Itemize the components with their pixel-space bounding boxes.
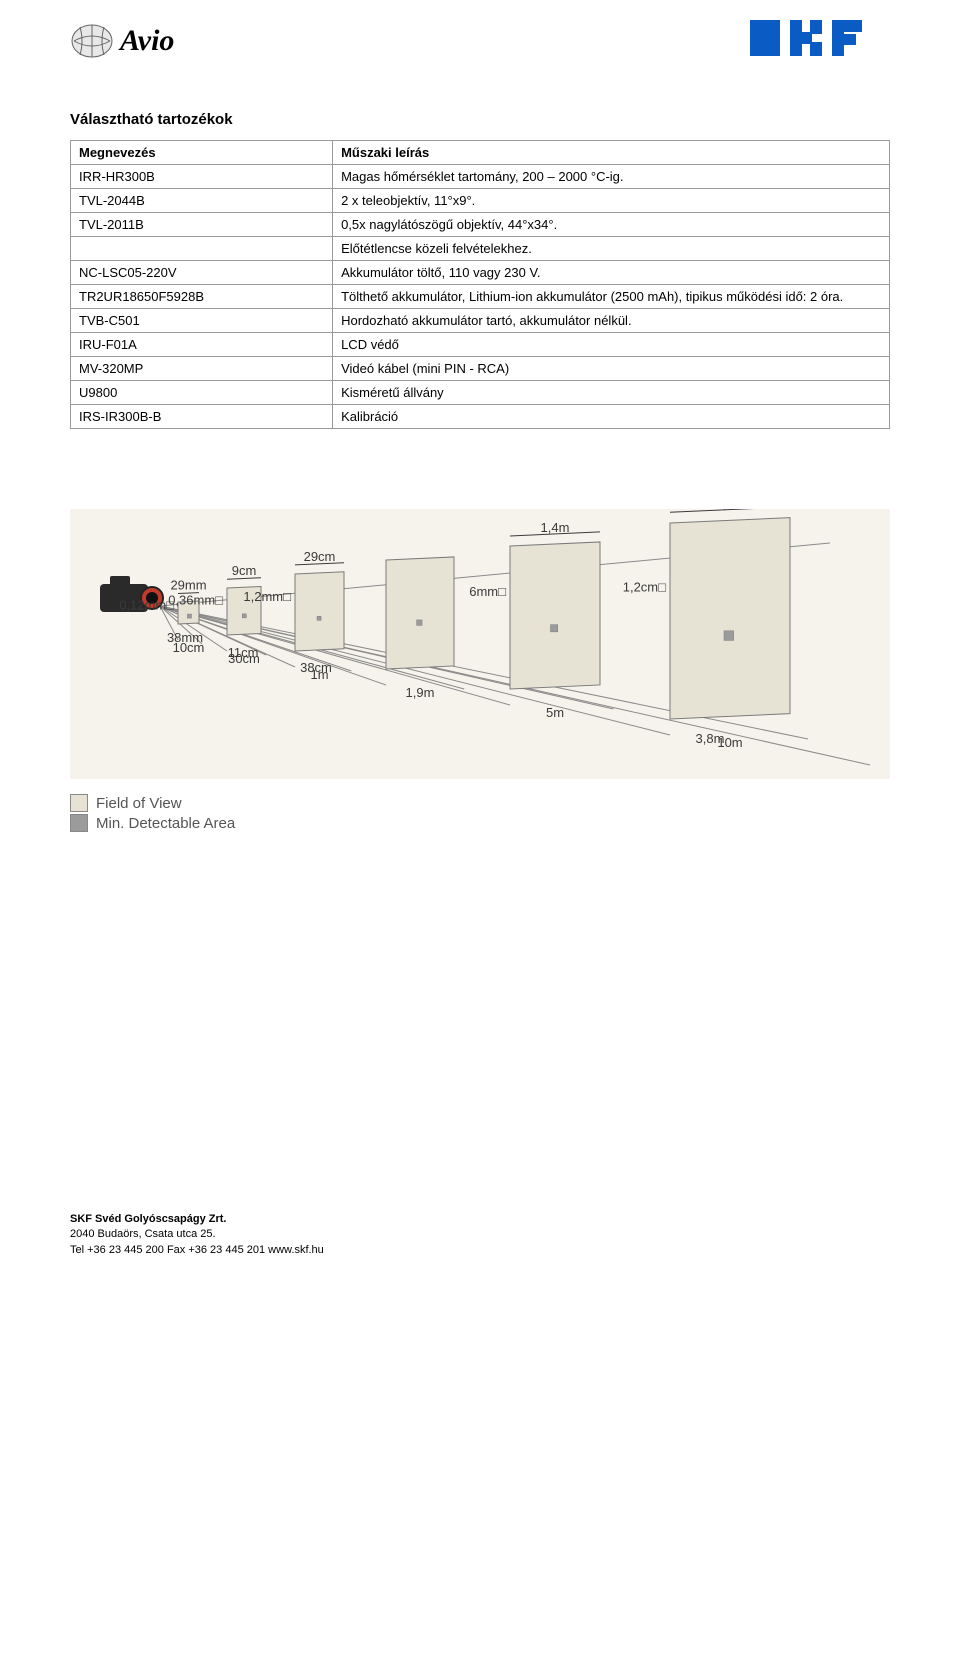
legend-item: Min. Detectable Area xyxy=(70,814,890,832)
svg-text:38cm: 38cm xyxy=(300,660,332,675)
footer-address: 2040 Budaörs, Csata utca 25. xyxy=(70,1227,890,1242)
table-cell: TVL-2011B xyxy=(71,213,333,237)
footer-contact: Tel +36 23 445 200 Fax +36 23 445 201 ww… xyxy=(70,1243,890,1258)
avio-globe-icon xyxy=(70,23,114,59)
legend-swatch xyxy=(70,814,88,832)
table-row: Előtétlencse közeli felvételekhez. xyxy=(71,237,890,261)
svg-text:29mm: 29mm xyxy=(170,578,206,593)
table-row: NC-LSC05-220VAkkumulátor töltő, 110 vagy… xyxy=(71,261,890,285)
table-cell: 2 x teleobjektív, 11°x9°. xyxy=(333,189,890,213)
svg-text:11cm: 11cm xyxy=(228,645,259,660)
svg-text:2,9m: 2,9m xyxy=(716,509,745,511)
svg-text:6mm□: 6mm□ xyxy=(469,584,506,599)
table-cell xyxy=(71,237,333,261)
table-cell: Kalibráció xyxy=(333,405,890,429)
svg-text:1,2mm□: 1,2mm□ xyxy=(243,589,291,604)
table-cell: 0,5x nagylátószögű objektív, 44°x34°. xyxy=(333,213,890,237)
table-cell: MV-320MP xyxy=(71,357,333,381)
table-cell: Kisméretű állvány xyxy=(333,381,890,405)
table-row: IRR-HR300BMagas hőmérséklet tartomány, 2… xyxy=(71,165,890,189)
table-cell: TVL-2044B xyxy=(71,189,333,213)
table-cell: LCD védő xyxy=(333,333,890,357)
svg-text:1,4m: 1,4m xyxy=(541,520,570,535)
footer-company: SKF Svéd Golyóscsapágy Zrt. xyxy=(70,1212,890,1227)
table-row: TR2UR18650F5928BTölthető akkumulátor, Li… xyxy=(71,285,890,309)
table-row: IRS-IR300B-BKalibráció xyxy=(71,405,890,429)
svg-text:3,8m: 3,8m xyxy=(696,731,725,746)
footer: SKF Svéd Golyóscsapágy Zrt. 2040 Budaörs… xyxy=(70,1212,890,1258)
svg-text:1,9m: 1,9m xyxy=(406,685,435,700)
svg-text:38mm: 38mm xyxy=(167,630,203,645)
avio-logo: Avio xyxy=(70,23,174,59)
skf-logo xyxy=(750,20,890,61)
table-cell: Hordozható akkumulátor tartó, akkumuláto… xyxy=(333,309,890,333)
table-row: TVL-2011B0,5x nagylátószögű objektív, 44… xyxy=(71,213,890,237)
table-cell: IRS-IR300B-B xyxy=(71,405,333,429)
svg-text:0,12mm□: 0,12mm□ xyxy=(119,598,174,613)
legend-swatch xyxy=(70,794,88,812)
table-cell: IRR-HR300B xyxy=(71,165,333,189)
legend-item: Field of View xyxy=(70,794,890,812)
diagram-legend: Field of View Min. Detectable Area xyxy=(70,794,890,832)
svg-text:5m: 5m xyxy=(546,705,564,720)
legend-label: Min. Detectable Area xyxy=(96,815,235,832)
col-header-desc: Műszaki leírás xyxy=(333,141,890,165)
table-row: MV-320MPVideó kábel (mini PIN - RCA) xyxy=(71,357,890,381)
table-row: TVB-C501Hordozható akkumulátor tartó, ak… xyxy=(71,309,890,333)
svg-text:0,36mm□: 0,36mm□ xyxy=(168,592,223,607)
table-cell: U9800 xyxy=(71,381,333,405)
avio-logo-text: Avio xyxy=(120,24,174,58)
svg-text:29cm: 29cm xyxy=(304,549,336,564)
col-header-name: Megnevezés xyxy=(71,141,333,165)
svg-text:1,2cm□: 1,2cm□ xyxy=(623,580,666,595)
table-row: U9800Kisméretű állvány xyxy=(71,381,890,405)
svg-text:9cm: 9cm xyxy=(232,563,257,578)
table-cell: IRU-F01A xyxy=(71,333,333,357)
table-cell: TVB-C501 xyxy=(71,309,333,333)
table-row: IRU-F01ALCD védő xyxy=(71,333,890,357)
table-cell: TR2UR18650F5928B xyxy=(71,285,333,309)
table-cell: Előtétlencse közeli felvételekhez. xyxy=(333,237,890,261)
table-cell: Akkumulátor töltő, 110 vagy 230 V. xyxy=(333,261,890,285)
accessories-table: Megnevezés Műszaki leírás IRR-HR300BMaga… xyxy=(70,140,890,429)
header: Avio xyxy=(70,20,890,61)
legend-label: Field of View xyxy=(96,795,182,812)
fov-diagram: 29mm0,12mm□10cm9cm0,36mm□30cm29cm1,2mm□1… xyxy=(70,509,890,832)
table-cell: Tölthető akkumulátor, Lithium-ion akkumu… xyxy=(333,285,890,309)
table-cell: NC-LSC05-220V xyxy=(71,261,333,285)
section-title: Választható tartozékok xyxy=(70,111,890,128)
table-row: TVL-2044B2 x teleobjektív, 11°x9°. xyxy=(71,189,890,213)
table-cell: Magas hőmérséklet tartomány, 200 – 2000 … xyxy=(333,165,890,189)
table-header-row: Megnevezés Műszaki leírás xyxy=(71,141,890,165)
table-cell: Videó kábel (mini PIN - RCA) xyxy=(333,357,890,381)
